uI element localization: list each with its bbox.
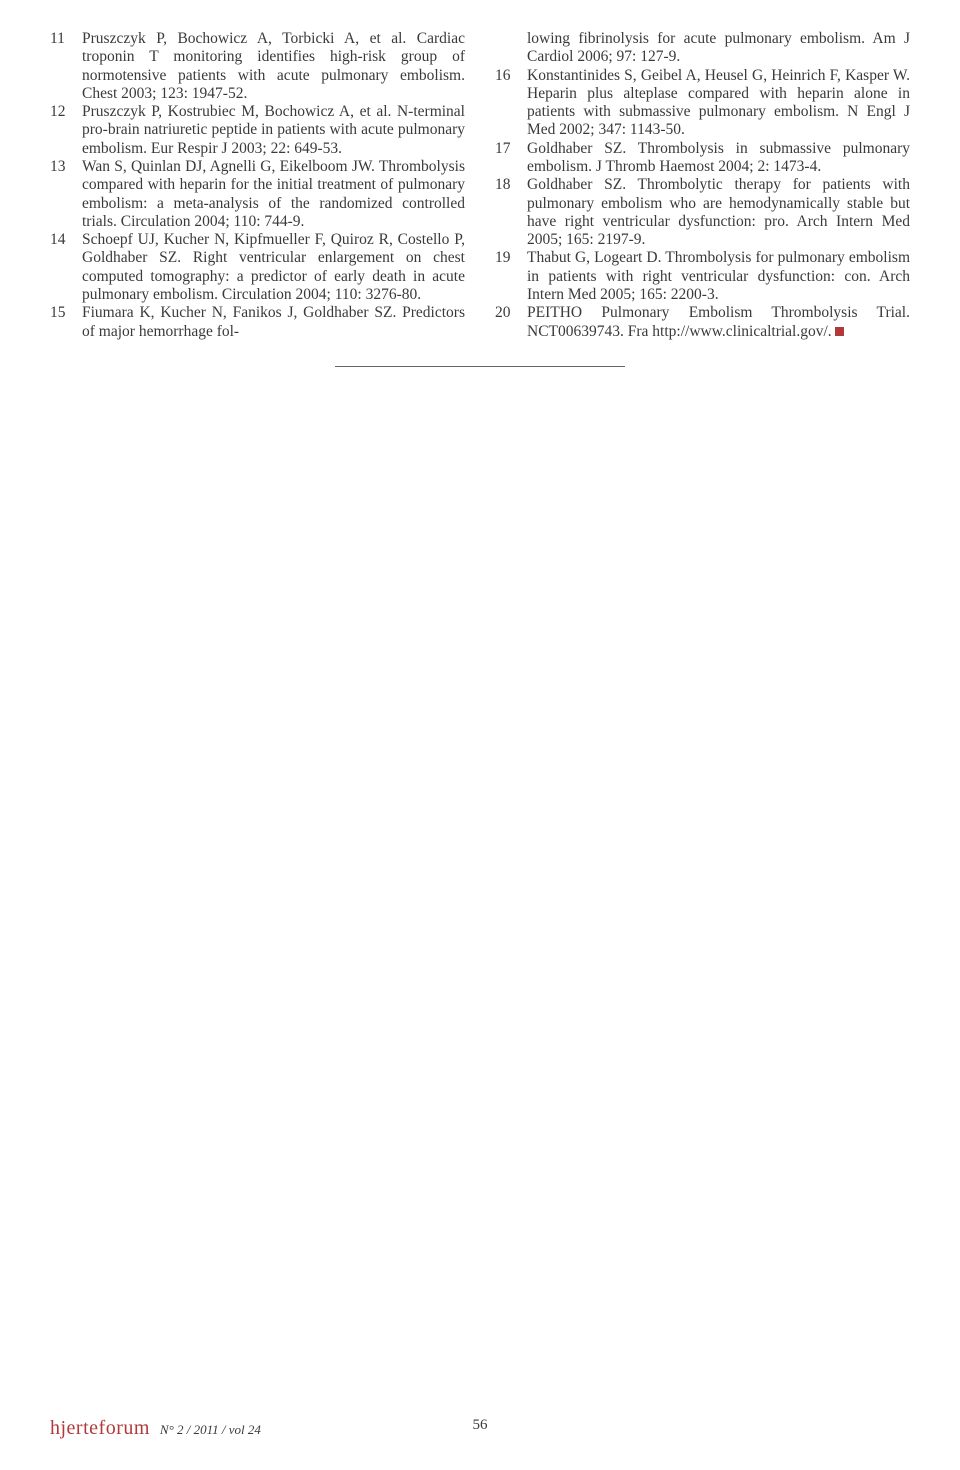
reference-number: 12 bbox=[50, 103, 82, 158]
reference-text: Schoepf UJ, Kucher N, Kipfmueller F, Qui… bbox=[82, 231, 465, 304]
reference-item: 11Pruszczyk P, Bochowicz A, Torbicki A, … bbox=[50, 30, 465, 103]
reference-item: 17Goldhaber SZ. Thrombolysis in submassi… bbox=[495, 140, 910, 177]
reference-item: 13Wan S, Quinlan DJ, Agnelli G, Eikelboo… bbox=[50, 158, 465, 231]
journal-name: hjerteforum bbox=[50, 1417, 150, 1440]
reference-text: Thabut G, Logeart D. Thrombolysis for pu… bbox=[527, 249, 910, 304]
reference-text: Goldhaber SZ. Thrombolysis in submassive… bbox=[527, 140, 910, 177]
reference-number: 20 bbox=[495, 304, 527, 341]
issue-info: N° 2 / 2011 / vol 24 bbox=[160, 1422, 261, 1438]
reference-column-right: lowing fibrinolysis for acute pulmonary … bbox=[495, 30, 910, 341]
reference-column-left: 11Pruszczyk P, Bochowicz A, Torbicki A, … bbox=[50, 30, 465, 341]
section-divider bbox=[335, 366, 625, 367]
reference-item: 15Fiumara K, Kucher N, Fanikos J, Goldha… bbox=[50, 304, 465, 341]
page-number: 56 bbox=[473, 1417, 488, 1434]
reference-item: 12Pruszczyk P, Kostrubiec M, Bochowicz A… bbox=[50, 103, 465, 158]
reference-number: 11 bbox=[50, 30, 82, 103]
reference-text: Fiumara K, Kucher N, Fanikos J, Goldhabe… bbox=[82, 304, 465, 341]
reference-number: 16 bbox=[495, 67, 527, 140]
reference-number bbox=[495, 30, 527, 67]
reference-text: Goldhaber SZ. Thrombolytic therapy for p… bbox=[527, 176, 910, 249]
reference-number: 18 bbox=[495, 176, 527, 249]
reference-text: PEITHO Pulmonary Embolism Thrombolysis T… bbox=[527, 304, 910, 341]
reference-item: 18Goldhaber SZ. Thrombolytic therapy for… bbox=[495, 176, 910, 249]
reference-text: Pruszczyk P, Kostrubiec M, Bochowicz A, … bbox=[82, 103, 465, 158]
reference-item: 16Konstantinides S, Geibel A, Heusel G, … bbox=[495, 67, 910, 140]
reference-number: 19 bbox=[495, 249, 527, 304]
reference-item: 20PEITHO Pulmonary Embolism Thrombolysis… bbox=[495, 304, 910, 341]
reference-text: lowing fibrinolysis for acute pulmonary … bbox=[527, 30, 910, 67]
page-footer: hjerteforum N° 2 / 2011 / vol 24 56 bbox=[50, 1417, 910, 1440]
reference-item: 19Thabut G, Logeart D. Thrombolysis for … bbox=[495, 249, 910, 304]
reference-text: Konstantinides S, Geibel A, Heusel G, He… bbox=[527, 67, 910, 140]
reference-item: 14Schoepf UJ, Kucher N, Kipfmueller F, Q… bbox=[50, 231, 465, 304]
reference-number: 15 bbox=[50, 304, 82, 341]
reference-text: Pruszczyk P, Bochowicz A, Torbicki A, et… bbox=[82, 30, 465, 103]
reference-number: 17 bbox=[495, 140, 527, 177]
reference-number: 14 bbox=[50, 231, 82, 304]
reference-text: Wan S, Quinlan DJ, Agnelli G, Eikelboom … bbox=[82, 158, 465, 231]
end-marker-icon bbox=[835, 327, 844, 336]
reference-columns: 11Pruszczyk P, Bochowicz A, Torbicki A, … bbox=[50, 30, 910, 341]
reference-number: 13 bbox=[50, 158, 82, 231]
reference-item: lowing fibrinolysis for acute pulmonary … bbox=[495, 30, 910, 67]
